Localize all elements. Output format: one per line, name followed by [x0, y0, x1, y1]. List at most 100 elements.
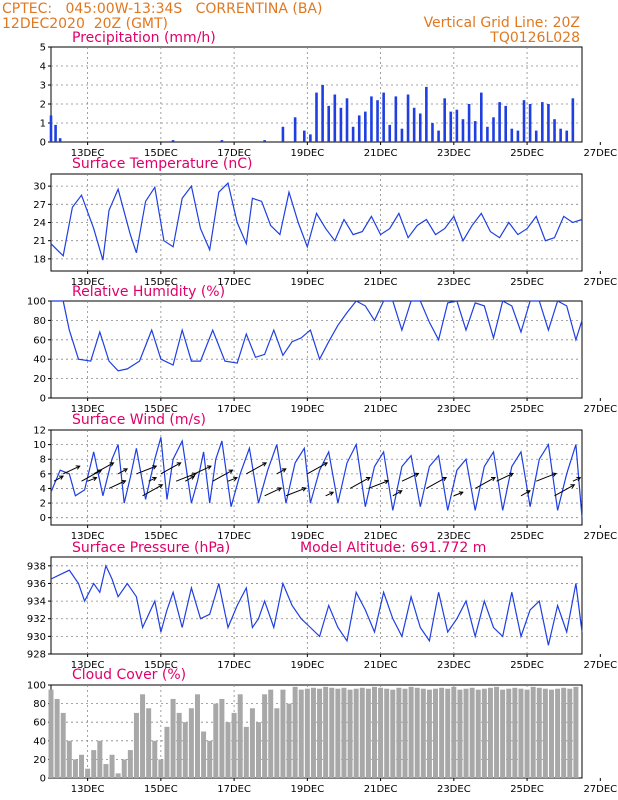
panel-4-ytick-label: 10 [33, 440, 46, 451]
panel-6-xtick-label: 15DEC [144, 784, 178, 795]
panel-6-bar [256, 722, 262, 778]
panel-6-bar [66, 740, 72, 778]
panel-4-wind-arrowhead [206, 465, 212, 470]
panel-4-wind-vector [453, 491, 464, 497]
panel-6-bar [365, 688, 371, 778]
panel-5-frame [50, 556, 583, 655]
panel-4-wind-arrowhead [323, 462, 329, 467]
panel-4-wind-vector [368, 480, 389, 489]
panel-1-bar [553, 119, 556, 142]
panel-1-bar [565, 130, 569, 142]
panel-6-bar [408, 686, 414, 778]
panel-1-bar [351, 126, 355, 142]
panel-4-wind-arrowhead [176, 462, 182, 467]
panel-1-bar [293, 117, 297, 142]
panel-6-bar [188, 708, 194, 778]
panel-6-bar [536, 687, 542, 778]
panel-4-wind-vector [572, 477, 581, 482]
panel-3-ytick-label: 0 [40, 394, 46, 405]
panel-4-xtick-label: 19DEC [290, 531, 324, 542]
header-grid-line: Vertical Grid Line: 20Z [423, 15, 580, 31]
panel-1-bar [394, 96, 398, 142]
panel-6-bar [91, 750, 97, 778]
panel-6-bar [561, 687, 567, 778]
panel-6-bar [439, 687, 445, 778]
panel-6-bar [347, 689, 353, 778]
panel-6-xtick-label: 13DEC [71, 784, 105, 795]
panel-4-wind-arrowhead [262, 462, 268, 467]
panel-6-bar [420, 688, 426, 778]
panel-6-bar [219, 698, 225, 778]
panel-4-ytick-label: 6 [40, 469, 46, 480]
panel-6-bar [396, 687, 402, 778]
panel-1-bar [443, 98, 446, 142]
panel-1-bar [425, 86, 428, 142]
panel-2-ytick-label: 18 [33, 254, 46, 265]
panel-6-bar [72, 759, 78, 778]
panel-3-xtick-label: 25DEC [510, 404, 544, 415]
panel-4-wind-arrowhead [158, 484, 164, 489]
panel-6-bar [103, 764, 109, 778]
panel-1-bar [49, 115, 53, 142]
panel-6-bar [207, 740, 213, 778]
panel-4-wind-arrowhead [365, 476, 371, 482]
panel-5-xtick-label: 21DEC [364, 660, 398, 671]
panel-6-bar [335, 688, 341, 778]
header-datetime: 12DEC2020 20Z (GMT) [2, 16, 169, 32]
panel-6-bar [359, 687, 365, 778]
panel-6-bar [323, 686, 329, 778]
panel-6-ytick-label: 100 [27, 681, 46, 692]
panel-1-bar [364, 111, 367, 142]
panel-4-wind-vector [175, 472, 197, 482]
panel-4-wind-vector [246, 462, 267, 475]
panel-1-bar [302, 130, 306, 142]
panel-3-ytick-label: 100 [27, 297, 46, 308]
panel-6-bar [463, 688, 469, 778]
panel-1-bar [345, 98, 349, 142]
panel-5-xtick-label: 17DEC [217, 660, 251, 671]
panel-1-bar [333, 94, 337, 142]
panel-1-bar [281, 126, 285, 142]
panel-4-xtick-label: 23DEC [437, 531, 471, 542]
panel-4-wind-arrowhead [228, 469, 234, 474]
panel-3-xtick-label: 13DEC [71, 404, 105, 415]
panel-4-wind-arrowhead [458, 491, 464, 496]
panel-6-xtick-label: 23DEC [437, 784, 471, 795]
panel-6-bar [280, 689, 286, 778]
panel-5-series-line [50, 563, 583, 646]
panel-6-bar [426, 689, 432, 778]
panel-6-bar [243, 726, 249, 778]
panel-6-bar [79, 754, 85, 778]
panel-6-bar [146, 708, 152, 778]
panel-1-bar [473, 121, 477, 142]
panel-2-xtick-label: 21DEC [364, 277, 398, 288]
panel-6-bar [292, 686, 298, 778]
panel-2-ytick-label: 21 [33, 236, 46, 247]
panel-5-xtick-label: 25DEC [510, 660, 544, 671]
panel-6-bar [54, 698, 60, 778]
panel-4-wind-vector [554, 484, 575, 497]
panel-1-bar [571, 98, 575, 142]
panel-4-wind-arrowhead [152, 476, 158, 482]
panel-4-wind-arrowhead [121, 480, 127, 485]
panel-3-xtick-label: 23DEC [437, 404, 471, 415]
panel-6-bar [286, 703, 292, 778]
panel-6-bar [60, 712, 66, 778]
panel-1-bar [327, 105, 331, 142]
panel-4-frame [50, 429, 583, 526]
panel-4-title: Surface Wind (m/s) [72, 412, 206, 428]
header-model: TQ0126L028 [490, 30, 580, 46]
panel-3-ytick-label: 40 [33, 355, 46, 366]
panel-6-bar [152, 740, 158, 778]
panel-6-bar [48, 689, 54, 778]
panel-6-bar [445, 688, 451, 778]
panel-5-xtick-label: 13DEC [71, 660, 105, 671]
panel-6-bar [542, 688, 548, 778]
panel-4-ytick-label: 0 [40, 513, 46, 524]
panel-6-bar [548, 689, 554, 778]
panel-1-bar [370, 96, 373, 142]
panel-6-bar [475, 689, 481, 778]
panel-4-wind-vector [142, 484, 163, 497]
panel-5-ytick-label: 936 [27, 579, 46, 590]
panel-2-series-line [50, 181, 583, 261]
